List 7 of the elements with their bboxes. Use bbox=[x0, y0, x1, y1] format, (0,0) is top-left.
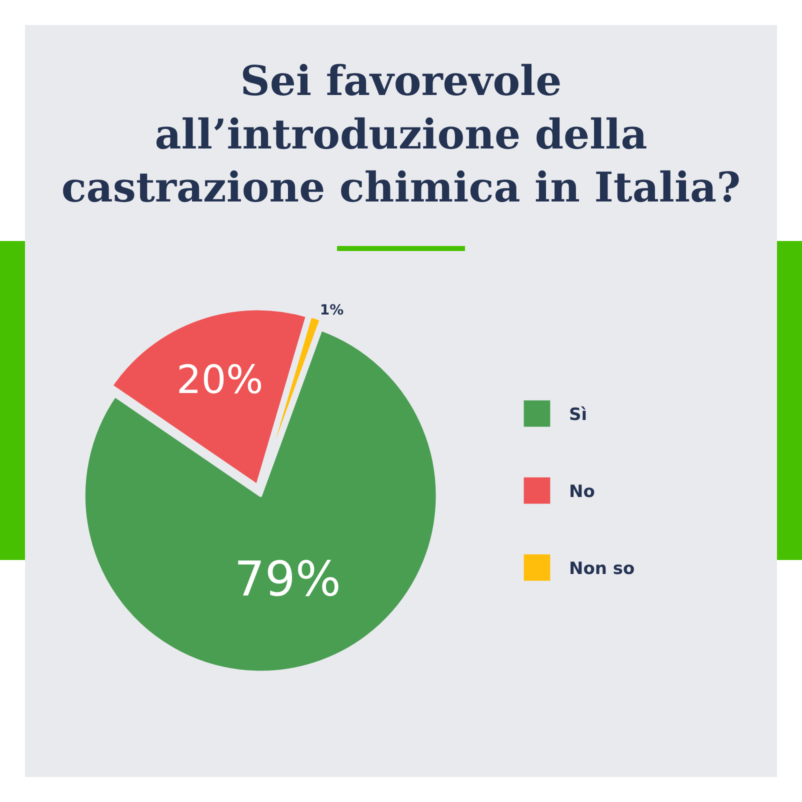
legend-label: Sì bbox=[569, 405, 588, 426]
chart-title: Sei favorevole all’introduzione della castrazione chimica in Italia? bbox=[61, 57, 741, 212]
data-label: 1% bbox=[320, 302, 344, 318]
data-label: 20% bbox=[176, 358, 264, 404]
legend-label: No bbox=[569, 482, 595, 502]
legend-label: Non so bbox=[569, 559, 635, 580]
data-label: 79% bbox=[234, 552, 341, 608]
